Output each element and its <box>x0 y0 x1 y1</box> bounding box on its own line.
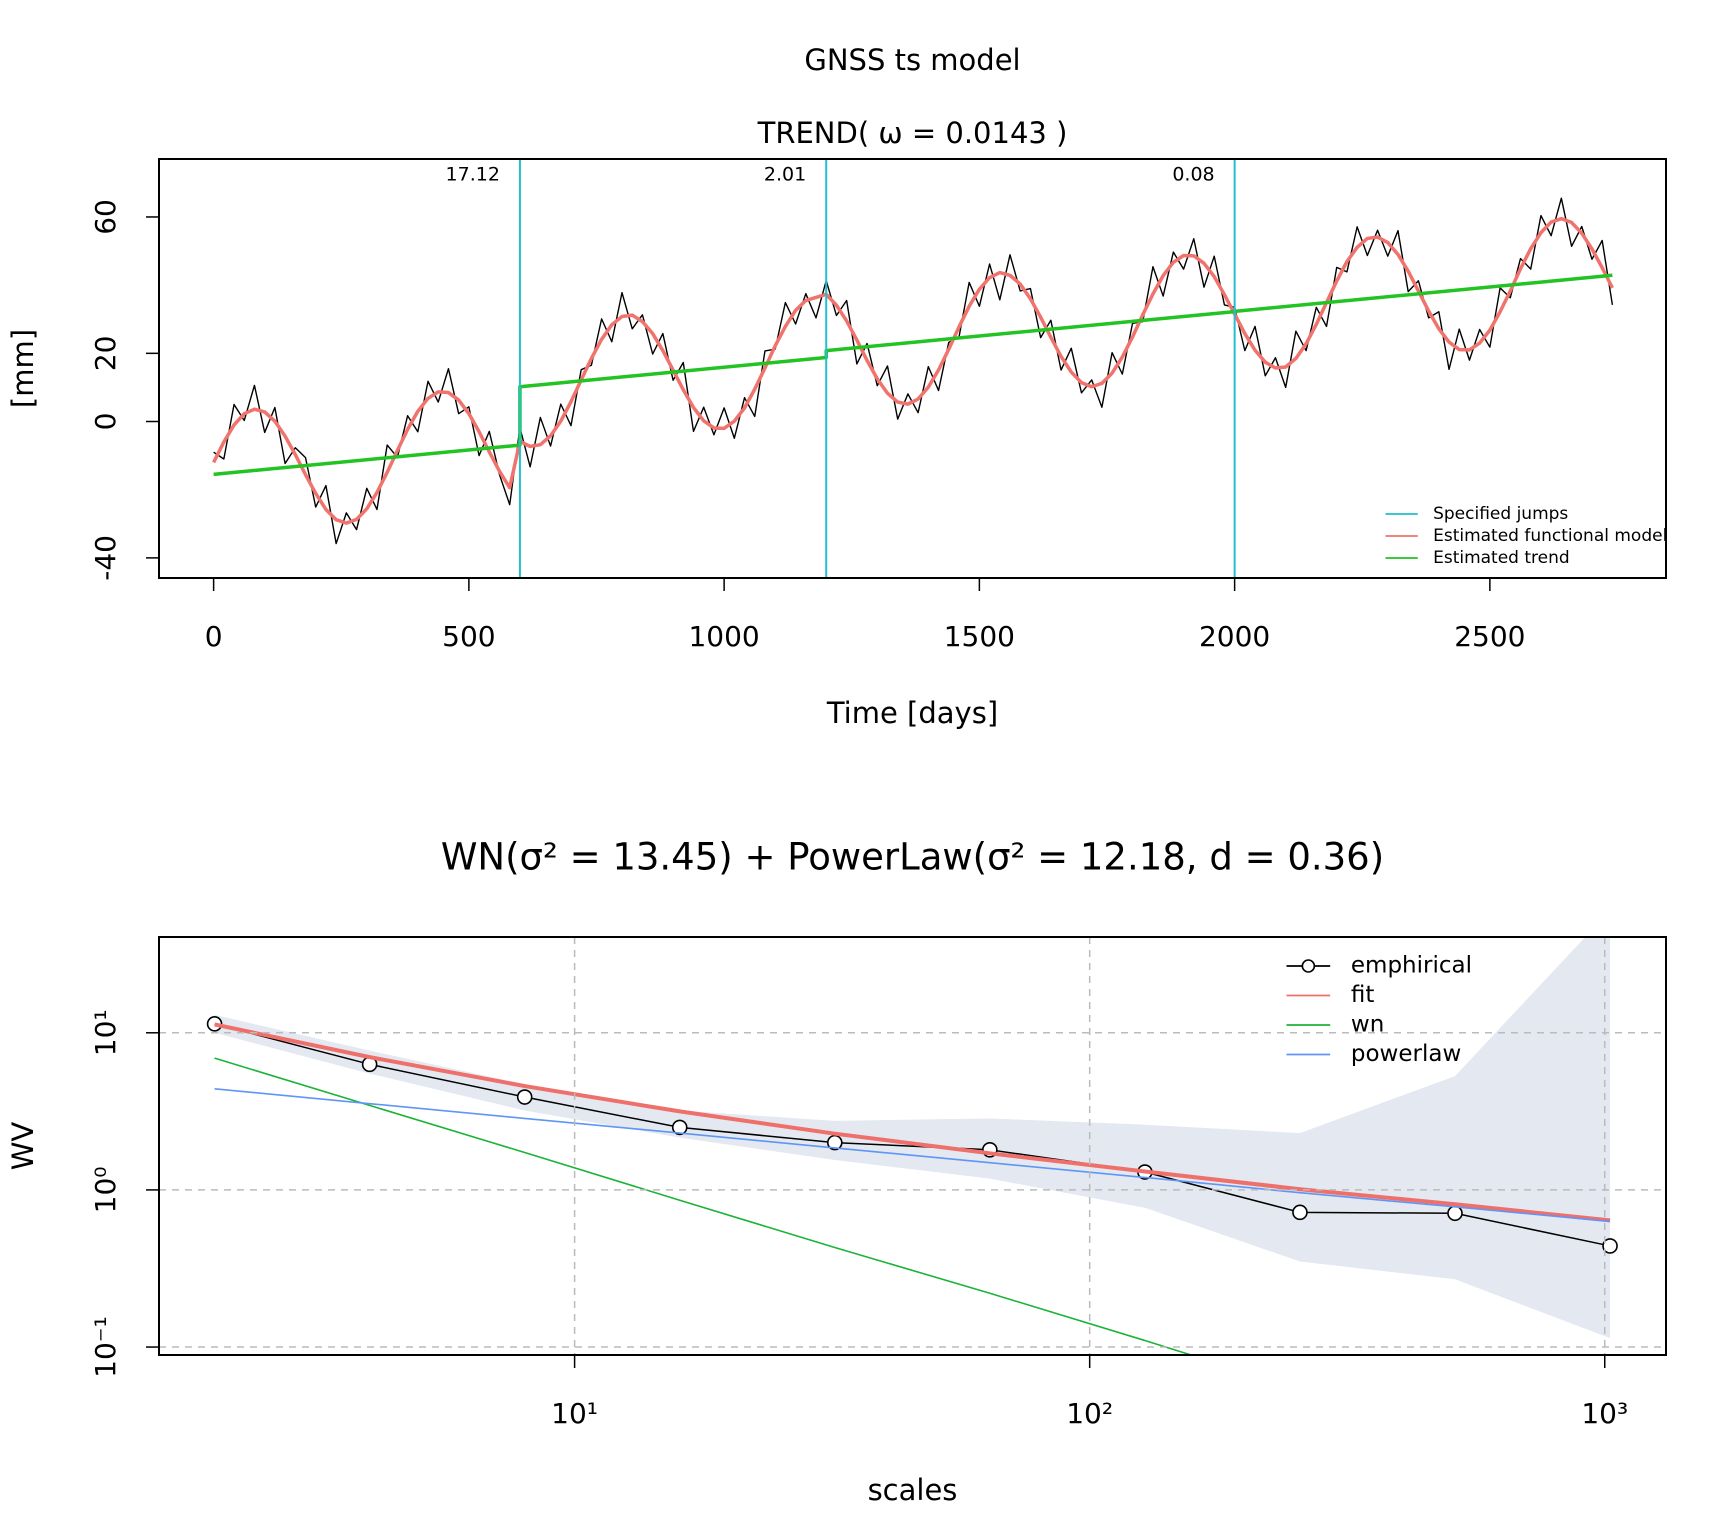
point <box>206 1016 223 1032</box>
x-tick-label: 10¹ <box>551 1397 598 1430</box>
y-tick-label: 10⁻¹ <box>89 1316 122 1378</box>
jump-label: 17.12 <box>446 164 500 186</box>
legend-label: Estimated trend <box>1433 548 1570 568</box>
x-tick-label: 500 <box>442 620 495 653</box>
jump-label: 0.08 <box>1172 164 1214 186</box>
x-tick-label: 10² <box>1066 1397 1113 1430</box>
x-tick-label: 1500 <box>944 620 1015 653</box>
plot-area <box>212 197 1614 545</box>
y-tick-label: 60 <box>89 199 122 235</box>
plot-box <box>158 936 1667 1356</box>
series-line <box>214 1022 1611 1223</box>
legend-label: emphirical <box>1351 953 1472 979</box>
x-axis-label: scales <box>868 1473 958 1507</box>
legend-label: wn <box>1351 1012 1384 1038</box>
x-tick-label: 2500 <box>1454 620 1525 653</box>
point <box>1447 1205 1463 1222</box>
legend-label: fit <box>1351 982 1375 1008</box>
legend-label: powerlaw <box>1351 1041 1461 1067</box>
confidence-band <box>214 937 1611 1339</box>
x-tick-label: 0 <box>205 620 223 653</box>
jump-label: 2.01 <box>764 164 806 186</box>
point <box>516 1089 533 1105</box>
chart-title: GNSS ts model <box>804 43 1020 77</box>
y-axis-label: [mm] <box>6 329 40 408</box>
series-line <box>213 197 1614 545</box>
series-line <box>212 216 1614 525</box>
trend-line <box>213 273 1613 477</box>
y-tick-label: 20 <box>89 336 122 372</box>
y-tick-label: 0 <box>89 413 122 431</box>
x-tick-label: 10³ <box>1581 1397 1628 1430</box>
y-tick-label: 10⁰ <box>89 1166 122 1213</box>
x-axis-label: Time [days] <box>826 696 998 730</box>
series-line <box>214 1088 1611 1223</box>
y-axis-label: WV <box>6 1122 40 1171</box>
point <box>1602 1238 1618 1254</box>
chart-title: WN(σ² = 13.45) + PowerLaw(σ² = 12.18, d … <box>441 836 1384 879</box>
legend-label: Specified jumps <box>1433 504 1568 524</box>
x-tick-label: 1000 <box>688 620 759 653</box>
point <box>671 1119 688 1136</box>
y-tick-label: 10¹ <box>89 1009 122 1056</box>
point <box>1292 1204 1308 1221</box>
series-line <box>214 1023 1611 1247</box>
legend-label: Estimated functional model <box>1433 526 1667 546</box>
series-line <box>214 1057 1194 1355</box>
legend-marker <box>1301 959 1316 973</box>
plot-area <box>206 937 1618 1355</box>
chart-subtitle: TREND( ω = 0.0143 ) <box>757 116 1068 150</box>
y-tick-label: -40 <box>89 535 122 581</box>
x-tick-label: 2000 <box>1199 620 1270 653</box>
plot-box <box>158 158 1667 579</box>
